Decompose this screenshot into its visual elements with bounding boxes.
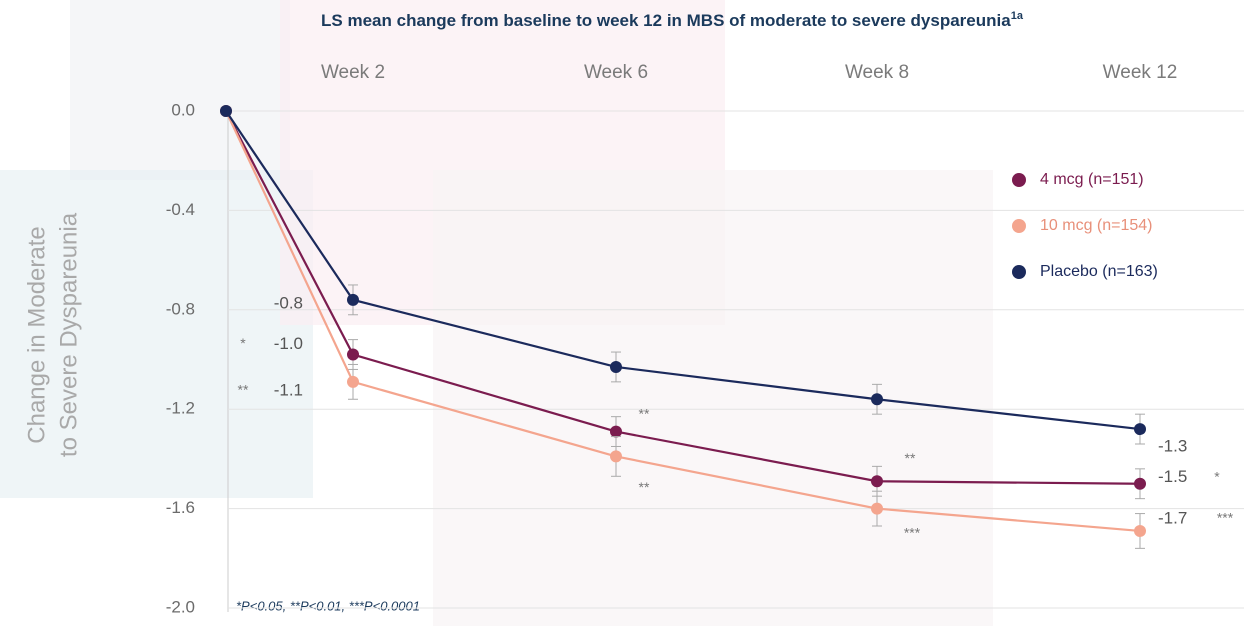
data-label: -0.8 <box>274 293 303 312</box>
data-point <box>871 393 883 406</box>
y-tick-label: -1.2 <box>166 399 195 418</box>
data-point <box>347 375 359 388</box>
significance-marker: ** <box>238 382 249 398</box>
y-tick-label: 0.0 <box>171 100 195 119</box>
y-tick-label: -0.8 <box>166 299 195 318</box>
x-tick-label: Week 6 <box>584 62 648 83</box>
significance-marker: *** <box>904 524 921 540</box>
legend-marker <box>1012 265 1026 279</box>
y-tick-label: -2.0 <box>166 597 195 616</box>
data-point <box>871 502 883 515</box>
significance-marker: * <box>1214 468 1220 484</box>
chart-title: LS mean change from baseline to week 12 … <box>321 10 1024 31</box>
legend-marker <box>1012 219 1026 233</box>
significance-marker: ** <box>905 450 916 466</box>
data-point <box>1134 423 1146 436</box>
legend-label: 4 mcg (n=151) <box>1040 171 1144 188</box>
data-point <box>347 348 359 361</box>
data-label: -1.7 <box>1158 508 1187 527</box>
data-point <box>1134 524 1146 537</box>
y-axis-label: Change in Moderate to Severe Dyspareunia <box>23 212 82 457</box>
significance-marker: ** <box>639 405 650 421</box>
series: -0.8 -1.3 <box>220 105 1187 456</box>
data-point <box>610 360 622 373</box>
data-point <box>347 293 359 306</box>
significance-marker: *** <box>1217 510 1234 526</box>
y-label-line: to Severe Dyspareunia <box>55 212 82 457</box>
data-point <box>610 425 622 438</box>
significance-marker: ** <box>639 479 650 495</box>
legend-label: 10 mcg (n=154) <box>1040 217 1153 234</box>
data-label: -1.5 <box>1158 467 1187 486</box>
significance-marker: * <box>240 335 246 351</box>
x-tick-label: Week 8 <box>845 62 909 83</box>
x-tick-label: Week 12 <box>1103 62 1178 83</box>
title-text: LS mean change from baseline to week 12 … <box>321 11 1011 30</box>
background-block <box>433 170 993 626</box>
footnote: *P<0.05, **P<0.01, ***P<0.0001 <box>236 598 420 613</box>
data-label: -1.3 <box>1158 437 1187 456</box>
data-point <box>871 475 883 488</box>
data-point <box>610 450 622 463</box>
title-superscript: 1a <box>1011 10 1024 22</box>
series: -1.1*******-1.7 *** <box>220 105 1234 549</box>
x-tick-label: Week 2 <box>321 62 385 83</box>
legend-label: Placebo (n=163) <box>1040 263 1158 280</box>
y-tick-label: -0.4 <box>166 200 195 219</box>
data-point <box>220 105 232 117</box>
legend-marker <box>1012 173 1026 187</box>
data-label: -1.1 <box>274 380 303 399</box>
background-block <box>70 0 290 180</box>
background-block <box>0 170 313 498</box>
data-label: -1.0 <box>274 334 303 353</box>
y-tick-label: -1.6 <box>166 498 195 517</box>
data-point <box>1134 477 1146 490</box>
y-label-line: Change in Moderate <box>23 226 50 443</box>
